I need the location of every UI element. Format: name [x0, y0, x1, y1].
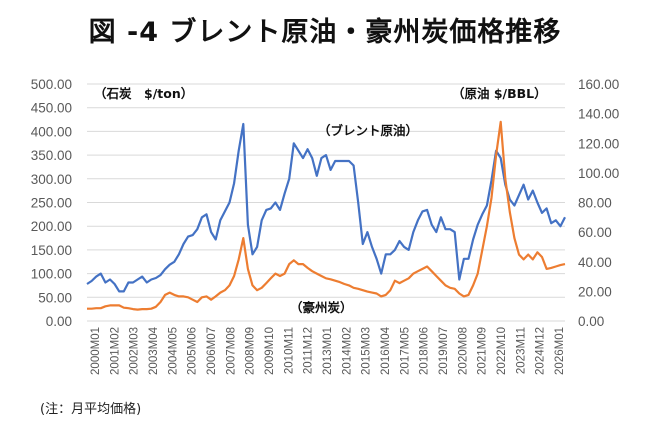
left-axis-label: （石炭 $/ton）	[94, 86, 193, 101]
x-tick-label: 2001M02	[109, 327, 121, 375]
chart-title: 図 -4 ブレント原油・豪州炭価格推移	[88, 17, 562, 48]
left-tick-label: 250.00	[31, 196, 72, 211]
x-tick-label: 2008M09	[245, 327, 257, 375]
left-tick-label: 200.00	[31, 219, 72, 234]
right-axis-ticks: 0.00 20.00 40.00 60.00 80.00 100.00 120.00 140.…	[578, 77, 619, 329]
x-tick-label: 2004M05	[167, 327, 179, 375]
x-tick-label: 2023M11	[515, 327, 527, 374]
right-tick-label: 100.00	[578, 166, 619, 181]
x-tick-label: 2010M11	[283, 327, 295, 374]
left-tick-label: 350.00	[31, 148, 72, 163]
series-line-brent	[86, 122, 566, 293]
x-tick-label: 2016M04	[380, 326, 392, 375]
right-tick-label: 120.00	[578, 136, 619, 151]
left-tick-label: 450.00	[31, 101, 72, 116]
series-lines	[86, 120, 566, 311]
left-axis-ticks: 0.00 50.00 100.00 150.00 200.00 250.00 300.00 3…	[31, 77, 72, 329]
x-tick-label: 2006M07	[206, 327, 218, 375]
annotation-coal: （豪州炭）	[290, 300, 353, 315]
left-tick-label: 300.00	[31, 172, 72, 187]
left-tick-label: 50.00	[38, 290, 72, 305]
footnote: (注：月平均価格)	[40, 402, 142, 417]
series-line-coal	[87, 120, 566, 311]
right-axis-label: （原油 $/BBL）	[452, 86, 547, 101]
x-axis-ticks: 2000M01 2001M02 2002M03 2003M04 2004M05 2005M…	[90, 326, 566, 375]
x-tick-label: 2003M04	[148, 326, 160, 375]
left-tick-label: 0.00	[46, 314, 72, 329]
gridlines	[87, 83, 565, 322]
left-tick-label: 150.00	[31, 243, 72, 258]
x-tick-label: 2022M10	[496, 327, 508, 375]
x-tick-label: 2017M05	[399, 327, 411, 375]
left-tick-label: 500.00	[31, 77, 72, 92]
right-tick-label: 80.00	[578, 196, 612, 211]
right-tick-label: 160.00	[578, 77, 619, 92]
x-tick-label: 2005M06	[187, 327, 199, 375]
left-tick-label: 100.00	[31, 267, 72, 282]
x-tick-label: 2019M07	[438, 327, 450, 375]
x-tick-label: 2013M01	[322, 327, 334, 375]
right-tick-label: 20.00	[578, 284, 612, 299]
right-tick-label: 40.00	[578, 255, 612, 270]
left-tick-label: 400.00	[31, 124, 72, 139]
x-tick-label: 2026M01	[554, 327, 566, 375]
x-tick-label: 2020M08	[457, 327, 469, 375]
x-tick-label: 2024M12	[535, 327, 547, 375]
x-tick-label: 2000M01	[90, 327, 102, 375]
x-tick-label: 2007M08	[225, 327, 237, 375]
x-tick-label: 2002M03	[129, 327, 141, 375]
x-tick-label: 2015M03	[361, 327, 373, 375]
x-tick-label: 2014M02	[341, 327, 353, 375]
annotation-brent: （ブレント原油）	[318, 123, 418, 138]
right-tick-label: 0.00	[578, 314, 604, 329]
x-tick-label: 2009M10	[264, 327, 276, 375]
right-tick-label: 140.00	[578, 107, 619, 122]
right-tick-label: 60.00	[578, 225, 612, 240]
x-tick-label: 2011M12	[303, 327, 315, 374]
x-tick-label: 2021M09	[477, 327, 489, 375]
x-tick-label: 2018M06	[419, 327, 431, 375]
